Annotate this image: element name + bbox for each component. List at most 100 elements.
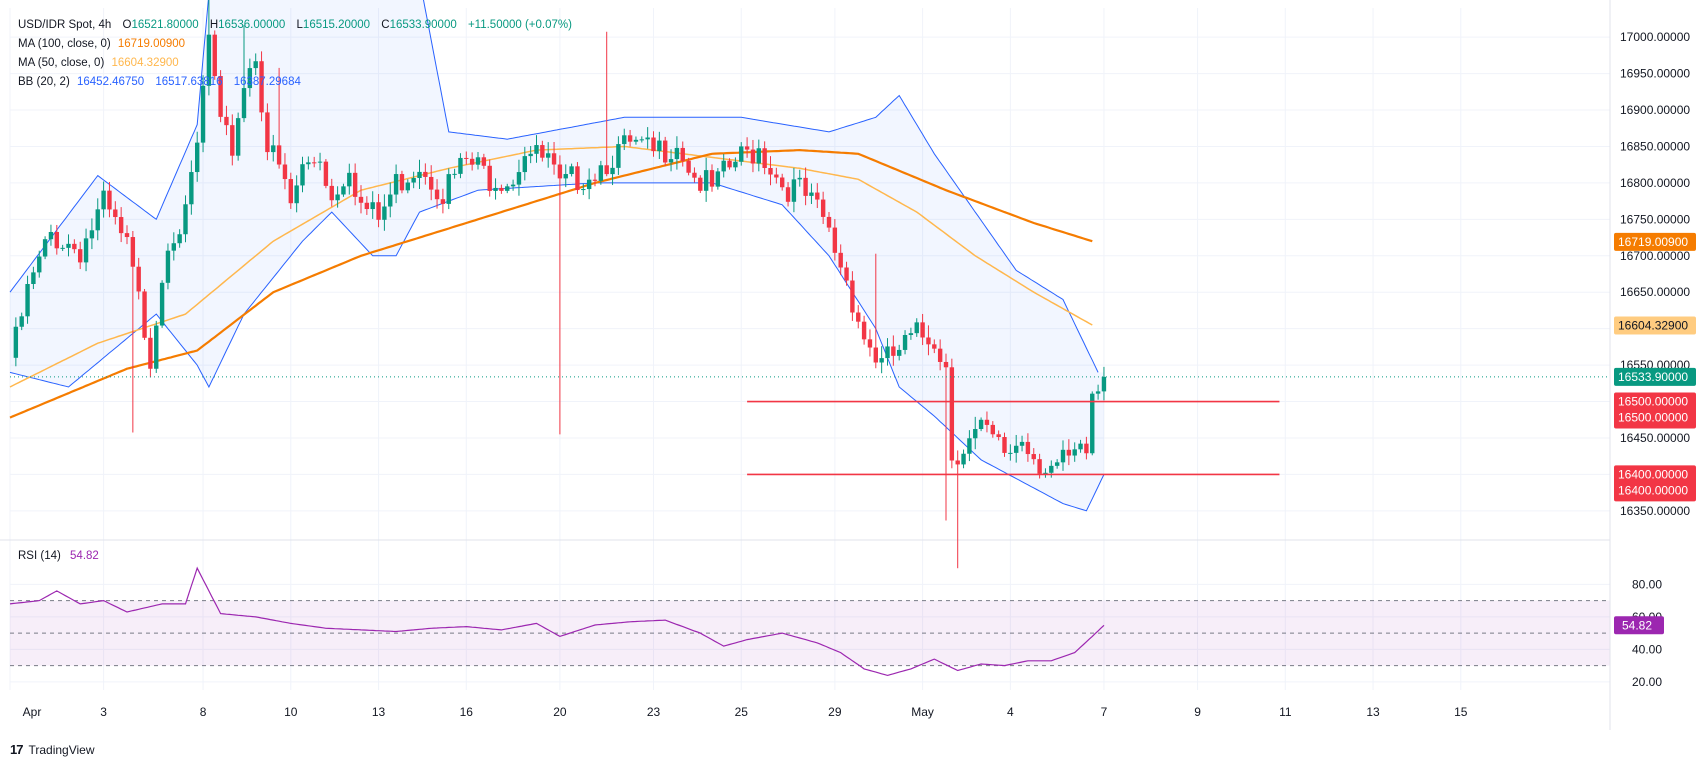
bb-row[interactable]: BB (20, 2) 16452.46750 16517.63816 16387…: [18, 73, 572, 92]
price-label-text: 16400.00000: [1618, 483, 1688, 497]
x-tick-label: Apr: [23, 705, 42, 719]
candle-body: [434, 189, 440, 200]
candle-body: [756, 148, 761, 164]
candle-body: [727, 160, 732, 168]
candle-body: [967, 438, 972, 454]
candle-body: [499, 187, 504, 191]
candle-body: [885, 346, 890, 359]
candle-body: [376, 202, 381, 220]
candle-body: [113, 209, 118, 218]
candle-body: [335, 194, 340, 201]
candle-body: [83, 238, 89, 263]
rsi-legend[interactable]: RSI (14) 54.82: [18, 550, 99, 562]
candle-body: [1014, 445, 1019, 453]
price-label-text: 16604.32900: [1618, 319, 1688, 333]
candle-body: [978, 419, 984, 430]
candle-body: [645, 137, 650, 140]
candle-body: [54, 231, 59, 249]
candle-body: [563, 174, 568, 179]
candle-body: [914, 322, 919, 334]
candle-body: [388, 194, 393, 207]
x-tick-label: 29: [828, 705, 842, 719]
candle-body: [692, 172, 697, 178]
candle-body: [300, 164, 305, 186]
candle-body: [393, 174, 399, 195]
candle-body: [809, 192, 814, 196]
candle-body: [446, 174, 451, 204]
candle-body: [230, 125, 235, 156]
candle-body: [475, 157, 481, 165]
candle-body: [762, 148, 767, 169]
price-tick-label: 16800.00000: [1620, 176, 1690, 190]
candle-body: [698, 177, 703, 191]
bb-label: BB (20, 2): [18, 76, 70, 88]
price-tick-label: 16950.00000: [1620, 67, 1690, 81]
low-label: L: [296, 19, 303, 31]
candle-body: [1060, 449, 1066, 463]
x-tick-label: 16: [460, 705, 474, 719]
candle-body: [505, 186, 510, 191]
candle-body: [165, 250, 171, 283]
candle-body: [592, 179, 598, 181]
ma100-row[interactable]: MA (100, close, 0) 16719.00900: [18, 35, 572, 54]
candle-body: [902, 335, 908, 350]
rsi-label: RSI (14): [18, 550, 61, 562]
ma50-value: 16604.32900: [111, 57, 179, 69]
candle-body: [1019, 441, 1025, 446]
low-value: 16515.20000: [302, 19, 371, 31]
candle-body: [721, 160, 726, 172]
candle-body: [850, 280, 855, 313]
ma50-row[interactable]: MA (50, close, 0) 16604.32900: [18, 54, 572, 73]
ma50-line: [9, 145, 1093, 388]
x-tick-label: 9: [1194, 705, 1201, 719]
rsi-line: [9, 566, 1105, 677]
candle-body: [469, 158, 475, 165]
tv-logo-icon: 17: [10, 742, 24, 757]
high-value: 16536.00000: [218, 19, 286, 31]
candle-body: [253, 61, 258, 69]
candle-body: [189, 172, 194, 205]
candle-body: [212, 34, 217, 77]
candle-body: [136, 266, 141, 292]
candle-body: [897, 349, 902, 356]
candle-body: [399, 174, 405, 191]
candle-body: [78, 249, 83, 263]
footer[interactable]: 17 TradingView: [10, 742, 95, 757]
candle-body: [154, 325, 159, 369]
x-tick-label: 11: [1279, 705, 1292, 719]
candle-body: [130, 237, 136, 267]
x-tick-label: 10: [284, 705, 298, 719]
close-label: C: [381, 19, 390, 31]
high-label: H: [209, 19, 219, 31]
x-tick-label: 7: [1101, 705, 1108, 719]
candle-body: [276, 145, 282, 165]
candle-body: [423, 171, 428, 177]
rsi-tick-label: 40.00: [1632, 642, 1662, 656]
candle-body: [1090, 393, 1095, 454]
ma100-label: MA (100, close, 0): [18, 38, 111, 50]
candle-body: [908, 333, 914, 336]
candle-body: [996, 434, 1001, 438]
candle-body: [271, 145, 276, 153]
candle-body: [932, 344, 937, 349]
candle-body: [294, 185, 299, 204]
candle-body: [37, 256, 42, 273]
candle-body: [1072, 449, 1077, 456]
price-tick-label: 16750.00000: [1620, 212, 1690, 226]
x-tick-label: 8: [200, 705, 207, 719]
candle-body: [487, 165, 492, 191]
chart-legend: USD/IDR Spot, 4h O16521.80000 H16536.000…: [18, 16, 572, 92]
price-label-box: [1614, 392, 1696, 429]
candle-body: [183, 204, 188, 235]
candle-body: [815, 192, 820, 200]
candle-body: [856, 312, 861, 322]
candle-body: [382, 206, 387, 220]
change-value: +11.50000 (+0.07%): [467, 19, 572, 31]
candle-body: [1037, 459, 1042, 474]
x-tick-label: 25: [735, 705, 749, 719]
candle-body: [622, 135, 627, 145]
candle-body: [1101, 376, 1107, 392]
candle-body: [95, 209, 100, 231]
candle-body: [844, 267, 849, 281]
